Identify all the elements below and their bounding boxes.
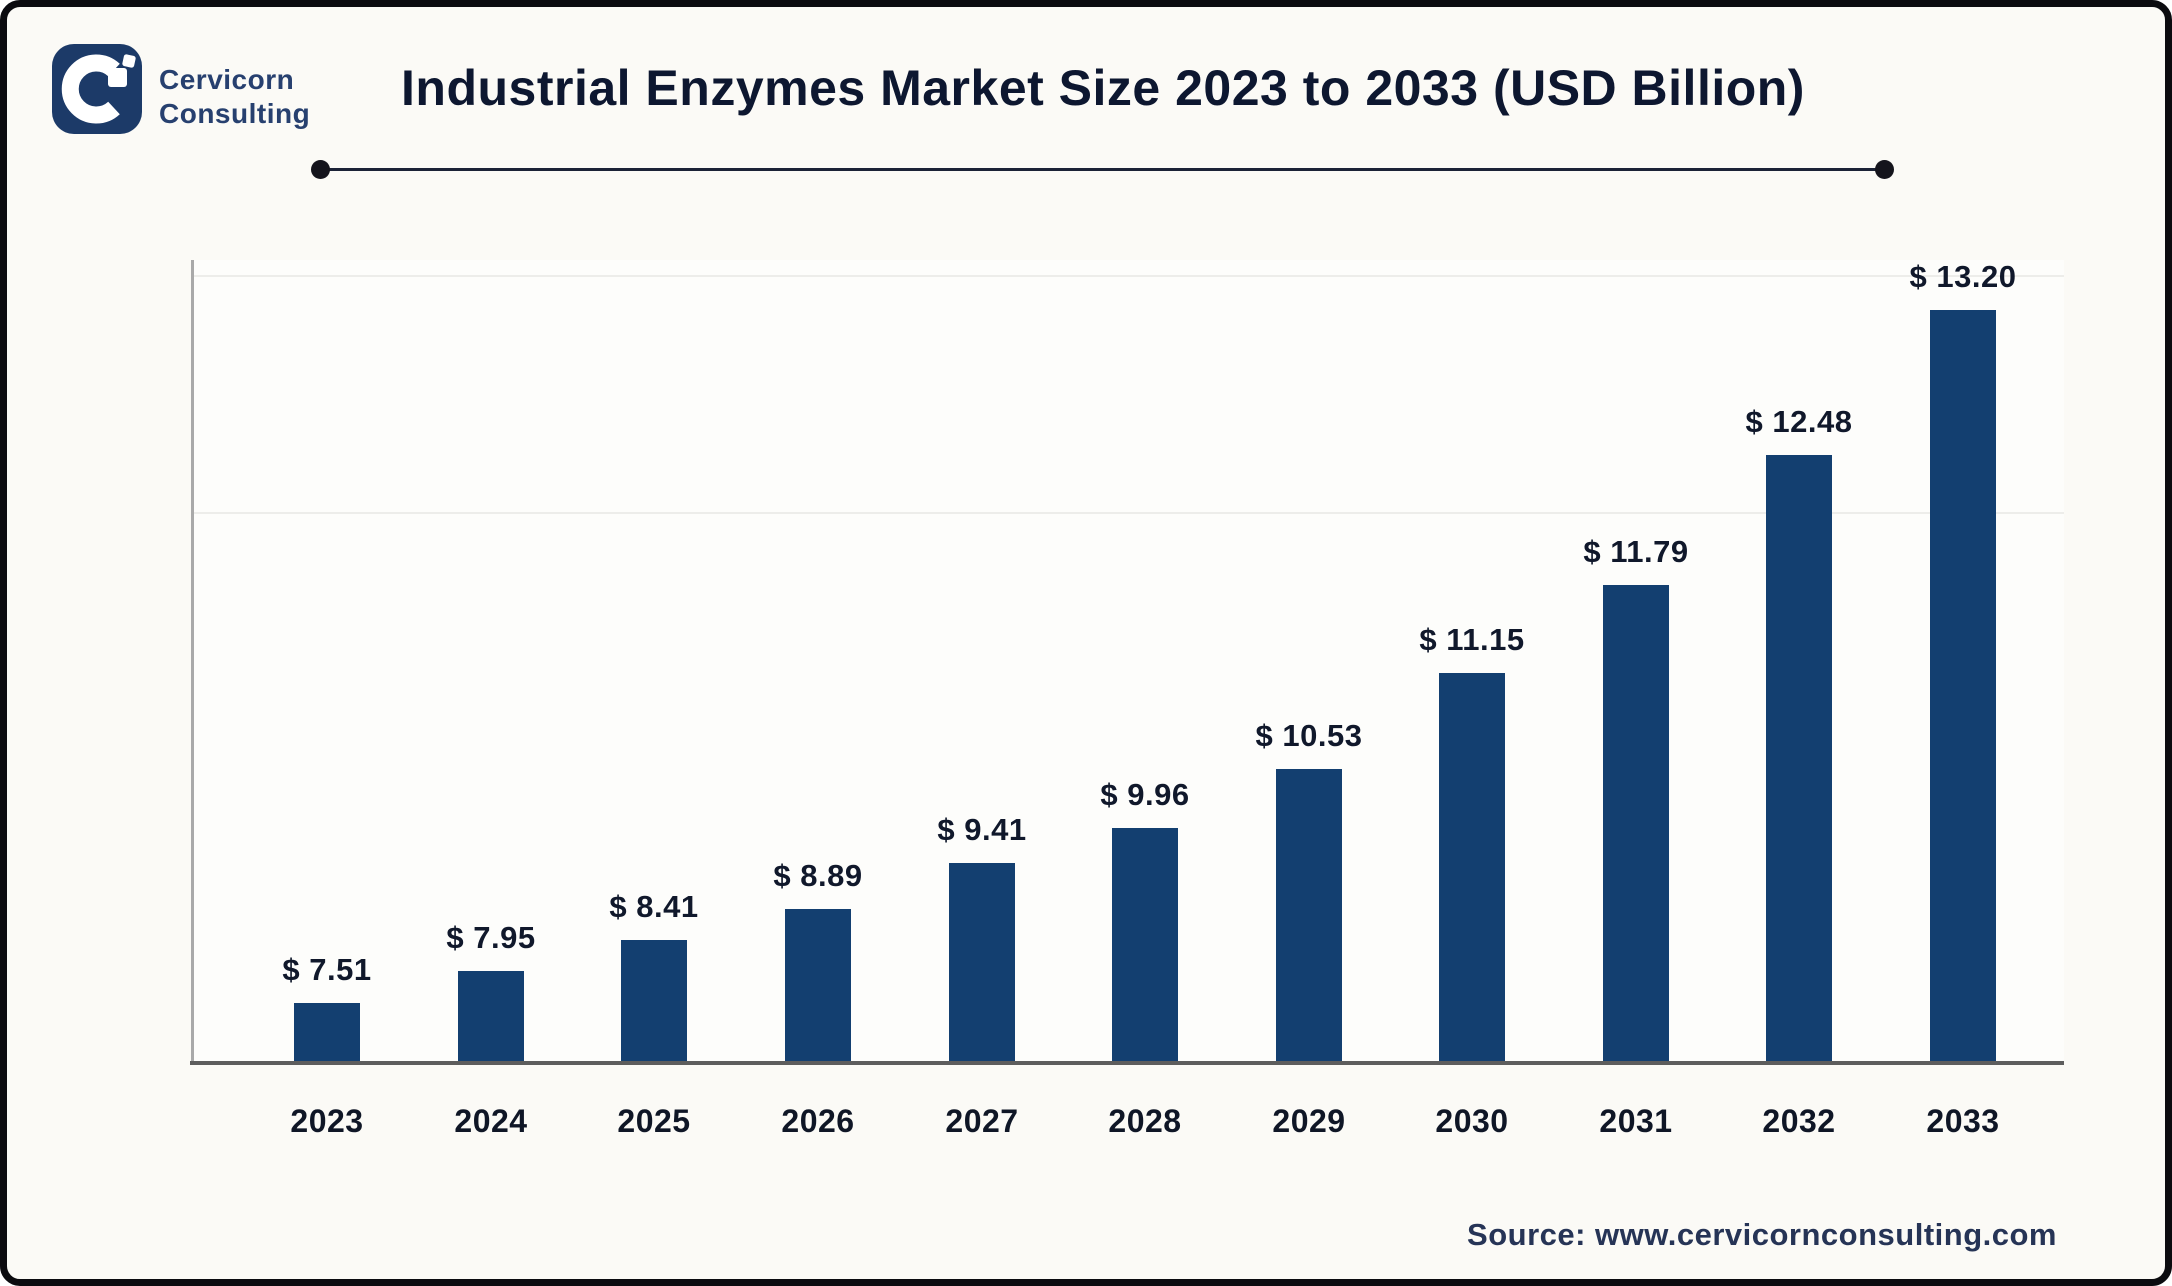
bar-value-label-2031: $ 11.79 (1583, 534, 1689, 569)
divider-left-dot (311, 160, 330, 179)
x-tick-label-2028: 2028 (1108, 1103, 1182, 1139)
bar-value-label-2024: $ 7.95 (446, 920, 536, 955)
bar-2023 (294, 1003, 360, 1061)
bar-value-label-2023: $ 7.51 (282, 952, 372, 987)
brand-wordmark: Cervicorn Consulting (159, 63, 310, 131)
x-tick-label-2032: 2032 (1762, 1103, 1836, 1139)
bar-2029 (1276, 769, 1342, 1061)
cervicorn-c-logo (52, 44, 142, 134)
bar-value-label-2030: $ 11.15 (1419, 622, 1525, 657)
bar-value-label-2029: $ 10.53 (1255, 718, 1363, 753)
y-axis-line (191, 260, 194, 1065)
x-tick-label-2024: 2024 (454, 1103, 528, 1139)
x-axis-line (190, 1061, 2064, 1065)
bar-value-label-2033: $ 13.20 (1909, 259, 2017, 294)
x-tick-label-2027: 2027 (945, 1103, 1019, 1139)
brand-line1: Cervicorn (159, 64, 295, 95)
gridline (193, 512, 2064, 514)
bar-value-label-2032: $ 12.48 (1745, 404, 1853, 439)
bar-2031 (1603, 585, 1669, 1061)
bar-2032 (1766, 455, 1832, 1061)
gridline (193, 275, 2064, 277)
source-credit: Source: www.cervicornconsulting.com (1467, 1217, 2057, 1252)
x-tick-label-2031: 2031 (1599, 1103, 1673, 1139)
bar-value-label-2027: $ 9.41 (937, 812, 1027, 847)
bar-2028 (1112, 828, 1178, 1061)
logo-c-glyph (61, 54, 136, 124)
brand-line2: Consulting (159, 98, 311, 129)
x-tick-label-2023: 2023 (290, 1103, 364, 1139)
bar-value-label-2026: $ 8.89 (773, 858, 863, 893)
bar-2030 (1439, 673, 1505, 1061)
bar-value-label-2025: $ 8.41 (609, 889, 699, 924)
x-tick-label-2029: 2029 (1272, 1103, 1346, 1139)
x-tick-label-2025: 2025 (617, 1103, 691, 1139)
bar-2033 (1930, 310, 1996, 1061)
bar-2024 (458, 971, 524, 1061)
bar-2026 (785, 909, 851, 1061)
bar-2027 (949, 863, 1015, 1061)
bar-2025 (621, 940, 687, 1061)
x-tick-label-2033: 2033 (1926, 1103, 2000, 1139)
chart-title: Industrial Enzymes Market Size 2023 to 2… (401, 60, 1805, 116)
bar-value-label-2028: $ 9.96 (1100, 777, 1190, 812)
title-divider-line (320, 168, 1885, 171)
x-tick-label-2030: 2030 (1435, 1103, 1509, 1139)
divider-right-dot (1875, 160, 1894, 179)
x-tick-label-2026: 2026 (781, 1103, 855, 1139)
